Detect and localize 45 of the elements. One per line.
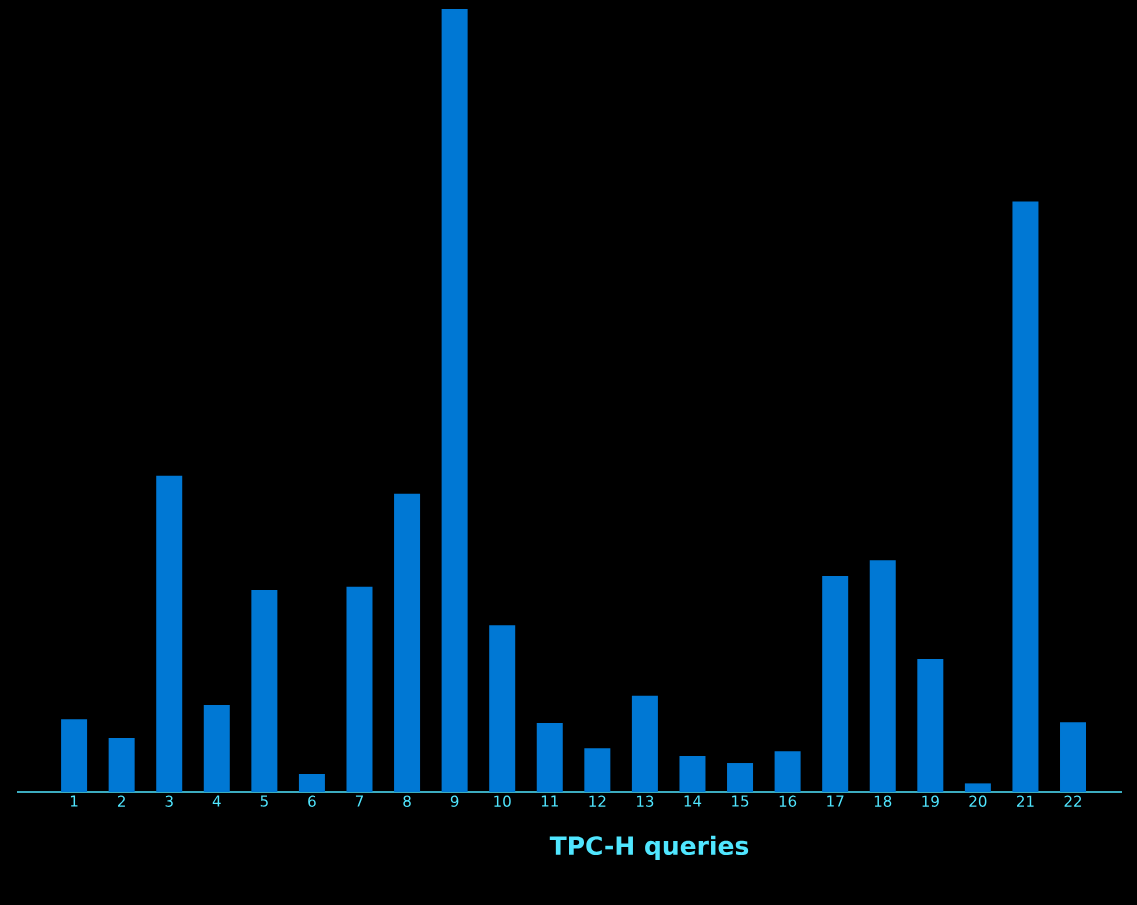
bar <box>203 705 230 792</box>
bar <box>156 475 183 792</box>
bar <box>108 737 135 792</box>
bar <box>869 560 896 792</box>
x-tick-label: 9 <box>450 795 459 807</box>
bar <box>536 723 563 792</box>
bar <box>822 575 849 792</box>
bar <box>346 586 373 792</box>
bar <box>679 755 706 792</box>
x-tick-label: 19 <box>922 795 939 807</box>
x-axis-title: TPC-H queries <box>549 835 749 860</box>
bar <box>584 748 611 792</box>
x-tick-label: 21 <box>1017 795 1034 807</box>
bar <box>774 751 801 792</box>
bar <box>61 719 88 792</box>
x-tick-label: 5 <box>260 795 268 807</box>
x-tick-label: 22 <box>1064 795 1082 807</box>
x-tick-label: 3 <box>165 795 173 807</box>
x-tick-label: 2 <box>117 795 125 807</box>
bar <box>489 625 516 792</box>
x-tick-label: 17 <box>827 795 844 807</box>
bar <box>631 695 658 792</box>
x-tick-label: 4 <box>212 795 221 807</box>
x-tick-label: 18 <box>874 795 892 807</box>
bar <box>964 783 991 792</box>
bar <box>251 589 278 792</box>
bar <box>917 658 944 792</box>
bar <box>441 8 468 792</box>
bar <box>727 763 754 792</box>
x-tick-label: 1 <box>70 795 78 807</box>
bar <box>1012 201 1039 792</box>
x-tick-label: 10 <box>494 795 511 807</box>
x-tick-label: 7 <box>355 795 363 807</box>
x-tick-label: 20 <box>969 795 987 807</box>
x-tick-label: 11 <box>541 795 558 807</box>
x-tick-label: 15 <box>732 795 749 807</box>
x-tick-label: 12 <box>589 795 606 807</box>
x-tick-label: 6 <box>308 795 316 807</box>
x-tick-label: 8 <box>403 795 411 807</box>
bar <box>394 493 421 792</box>
x-tick-label: 13 <box>637 795 654 807</box>
x-tick-label: 14 <box>684 795 702 807</box>
x-tick-label: 16 <box>779 795 797 807</box>
bar <box>1060 722 1087 792</box>
bar <box>298 773 325 792</box>
